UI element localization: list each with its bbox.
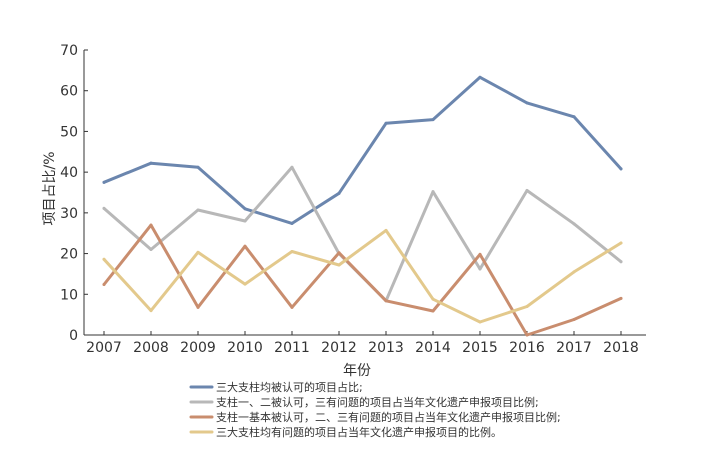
- data-point: [102, 206, 106, 210]
- y-tick-label: 10: [60, 287, 78, 303]
- legend: 三大支柱均被认可的项目占比;支柱一、二被认可，三有问题的项目占当年文化遗产申报项…: [189, 380, 561, 439]
- data-point: [478, 320, 482, 324]
- data-point: [290, 165, 294, 169]
- y-tick-label: 20: [60, 247, 78, 263]
- data-point: [102, 283, 106, 287]
- series-layer: [102, 75, 623, 337]
- data-point: [149, 223, 153, 227]
- data-point: [525, 333, 529, 337]
- x-tick-label: 2012: [321, 340, 357, 356]
- data-point: [619, 260, 623, 264]
- data-point: [431, 190, 435, 194]
- y-tick-label: 0: [69, 328, 78, 344]
- data-point: [243, 207, 247, 211]
- data-point: [572, 270, 576, 274]
- series-line-3: [102, 223, 623, 337]
- data-point: [478, 252, 482, 256]
- y-tick-label: 70: [60, 43, 78, 59]
- data-point: [290, 305, 294, 309]
- data-point: [337, 191, 341, 195]
- series-line-1: [102, 75, 623, 225]
- data-point: [431, 118, 435, 122]
- legend-label-3: 支柱一基本被认可，二、三有问题的项目占当年文化遗产申报项目比例;: [216, 410, 561, 424]
- x-tick-label: 2016: [509, 340, 545, 356]
- data-point: [384, 299, 388, 303]
- data-point: [619, 296, 623, 300]
- data-point: [431, 297, 435, 301]
- data-point: [525, 305, 529, 308]
- x-tick-label: 2008: [133, 340, 169, 356]
- data-point: [572, 318, 576, 322]
- data-point: [572, 115, 576, 119]
- data-point: [290, 250, 294, 254]
- data-point: [384, 121, 388, 125]
- x-tick-label: 2015: [462, 340, 498, 356]
- data-point: [337, 263, 341, 267]
- x-tick-label: 2014: [415, 340, 451, 356]
- data-point: [384, 228, 388, 232]
- data-point: [102, 180, 106, 184]
- x-tick-label: 2013: [368, 340, 404, 356]
- data-point: [619, 241, 623, 245]
- axes: 0 10 20 30 40 50 60 70 2007 2008 2009 2010 2011 2012 2…: [42, 43, 646, 379]
- data-point: [290, 221, 294, 225]
- data-point: [196, 208, 200, 212]
- data-point: [243, 219, 247, 223]
- data-point: [572, 222, 576, 226]
- data-point: [478, 267, 482, 271]
- x-tick-label: 2010: [227, 340, 263, 356]
- y-tick-label: 60: [60, 84, 78, 100]
- x-tick-label: 2018: [603, 340, 639, 356]
- data-point: [525, 101, 529, 105]
- data-point: [102, 257, 106, 261]
- data-point: [431, 309, 435, 313]
- data-point: [149, 248, 153, 251]
- y-tick-label: 30: [60, 206, 78, 222]
- legend-label-1: 三大支柱均被认可的项目占比;: [216, 380, 363, 394]
- y-axis-title: 项目占比/%: [42, 151, 58, 225]
- x-tick-label: 2009: [180, 340, 216, 356]
- y-tick-label: 40: [60, 165, 78, 181]
- data-point: [196, 165, 200, 169]
- x-tick-label: 2011: [274, 340, 310, 356]
- y-tick-label: 50: [60, 124, 78, 140]
- data-point: [525, 188, 529, 192]
- data-point: [619, 167, 623, 171]
- data-point: [149, 309, 153, 313]
- legend-label-4: 三大支柱均有问题的项目占当年文化遗产申报项目的比例。: [216, 425, 502, 439]
- data-point: [337, 251, 341, 255]
- legend-label-2: 支柱一、二被认可，三有问题的项目占当年文化遗产申报项目比例;: [216, 395, 539, 409]
- data-point: [196, 250, 200, 254]
- data-point: [196, 305, 200, 309]
- x-tick-label: 2017: [556, 340, 592, 356]
- data-point: [478, 75, 482, 79]
- series-line-4: [102, 228, 623, 324]
- data-point: [149, 161, 153, 165]
- x-axis-title: 年份: [343, 363, 371, 379]
- data-point: [243, 282, 247, 286]
- data-point: [243, 244, 247, 248]
- x-tick-label: 2007: [86, 340, 122, 356]
